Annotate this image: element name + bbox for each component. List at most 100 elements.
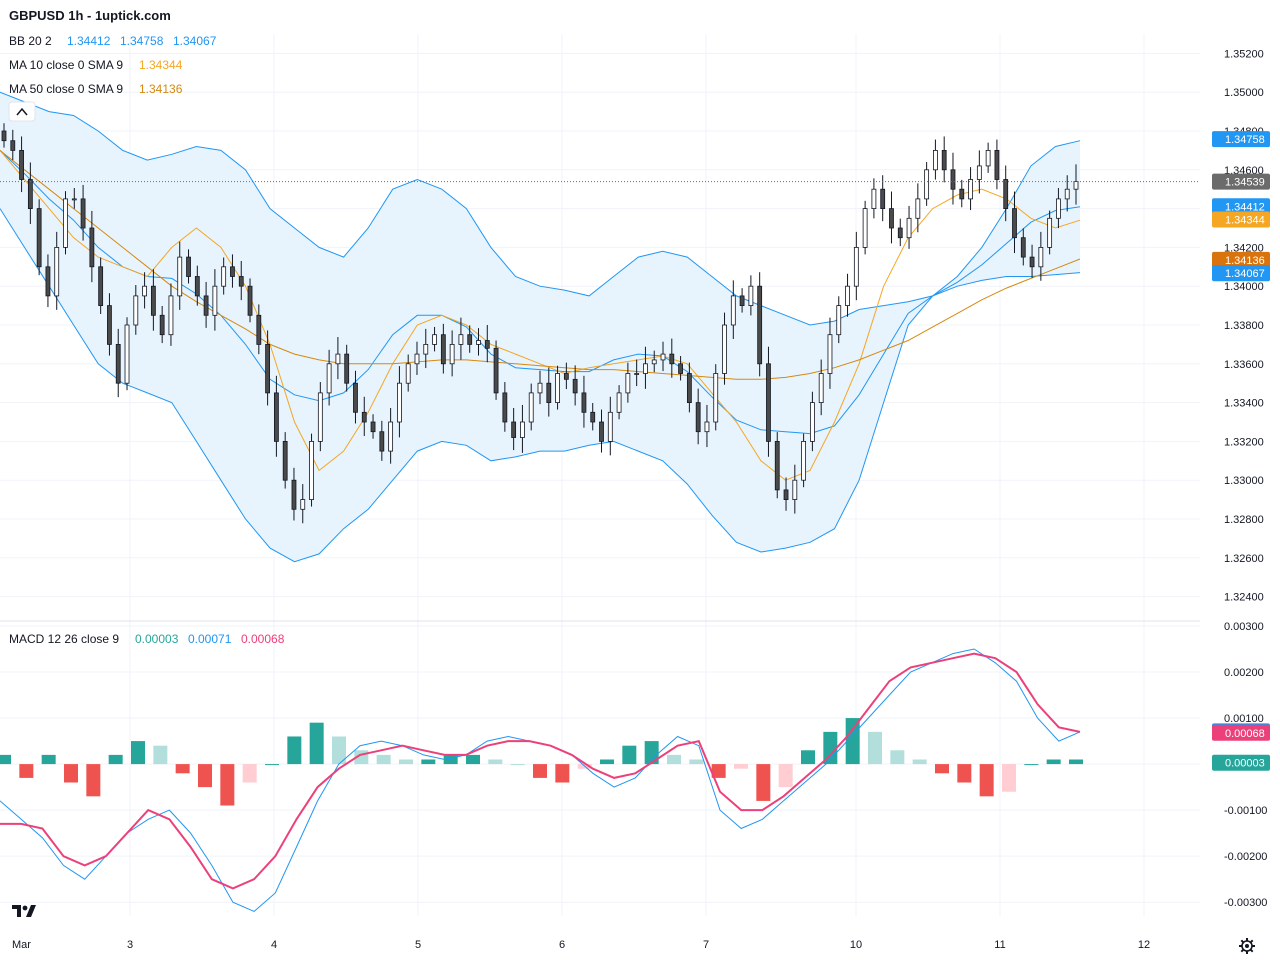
candle-body	[889, 208, 894, 229]
ma10-badge	[1212, 211, 1270, 228]
candle-body	[440, 334, 446, 365]
candle-body	[273, 392, 279, 442]
bb-legend[interactable]: BB 20 2 1.34412 1.34758 1.34067	[9, 34, 217, 48]
candle-body	[54, 246, 60, 297]
macd-histogram-bar	[756, 764, 771, 801]
candle-body	[581, 392, 587, 413]
macd-histogram-bar	[868, 731, 882, 765]
candle-body	[809, 402, 815, 442]
settings-gear-icon[interactable]	[1239, 938, 1255, 954]
macd-histogram-bar	[778, 764, 793, 788]
macd-axis: 0.003000.002000.001000.00000-0.00100-0.0…	[1224, 621, 1267, 909]
macd-histogram-bar	[376, 754, 391, 765]
candle-body	[115, 343, 121, 384]
candle-body	[853, 246, 859, 287]
candle-body	[168, 295, 174, 336]
macd-histogram-bar	[801, 750, 815, 765]
candle-body	[651, 359, 657, 365]
macd-pane[interactable]	[0, 648, 1083, 912]
candle-body	[502, 392, 508, 423]
price-pane[interactable]	[0, 91, 1200, 563]
candle-body	[493, 347, 499, 394]
candle-body	[537, 382, 543, 394]
candle-body	[194, 276, 200, 297]
macd-histogram-bar	[533, 764, 547, 778]
price-tick-label: 1.32400	[1224, 592, 1264, 604]
macd-histogram-bar	[153, 745, 168, 765]
candle-body	[10, 140, 16, 151]
candle-body	[599, 421, 604, 442]
candle-body	[722, 324, 727, 374]
price-tick-label: 1.35000	[1224, 87, 1264, 99]
bb-upper-badge-text: 1.34758	[1225, 134, 1265, 146]
candle-body	[476, 340, 481, 345]
macd-histogram-bar	[332, 736, 346, 765]
macd-line-value: 0.00071	[188, 632, 232, 646]
ma10-legend[interactable]: MA 10 close 0 SMA 9 1.34344	[9, 58, 183, 72]
ma50-badge	[1212, 251, 1270, 268]
macd-histogram-bar	[265, 764, 279, 766]
candle-body	[335, 353, 341, 365]
candle-body	[282, 440, 288, 481]
macd-histogram-bar	[979, 764, 994, 797]
bb-upper-line	[0, 91, 1081, 326]
candle-body	[1064, 188, 1070, 200]
macd-histogram-bar	[1002, 764, 1016, 792]
candle-body	[528, 392, 534, 423]
candle-body	[871, 188, 877, 209]
macd-histogram-bar	[510, 764, 525, 766]
candle-body	[80, 198, 86, 229]
collapse-legend-button[interactable]	[8, 101, 36, 122]
candle-body	[818, 373, 824, 404]
ma10-badge-text: 1.34344	[1225, 214, 1265, 226]
candle-body	[203, 295, 209, 316]
logo-mark-dot	[22, 905, 28, 911]
macd-histogram-bar	[890, 750, 905, 765]
ma50-legend[interactable]: MA 50 close 0 SMA 9 1.34136	[9, 82, 183, 96]
collapse-legend-box[interactable]	[8, 101, 36, 122]
macd-histogram-bar	[600, 759, 614, 765]
candle-body	[89, 227, 95, 268]
macd-histogram-bar	[667, 754, 681, 765]
time-tick-label: 6	[559, 939, 565, 951]
candle-body	[766, 363, 771, 442]
macd-histogram-bar	[64, 764, 78, 783]
macd-histogram-bar	[1069, 759, 1083, 765]
candle-body	[897, 227, 903, 239]
signal-badge	[1212, 724, 1270, 741]
macd-tick-label: 0.00300	[1224, 621, 1264, 633]
candle-body	[19, 149, 24, 180]
macd-histogram-bar	[711, 764, 726, 778]
time-tick-label: Mar	[12, 939, 31, 951]
candle-body	[1012, 208, 1017, 239]
candle-body	[1003, 179, 1009, 210]
candle-body	[458, 334, 464, 345]
candle-body	[388, 421, 394, 452]
candle-body	[177, 256, 183, 297]
candle-body	[150, 285, 156, 316]
candle-body	[221, 266, 227, 287]
candle-body	[713, 373, 719, 423]
price-tick-label: 1.32600	[1224, 553, 1264, 565]
candle-body	[1029, 256, 1035, 268]
candle-body	[985, 149, 991, 167]
candle-body	[142, 285, 147, 297]
macd-legend[interactable]: MACD 12 26 close 9 0.00003 0.00071 0.000…	[9, 632, 285, 646]
candle-body	[1020, 237, 1026, 258]
macd-histogram-bar	[86, 764, 101, 797]
candle-body	[959, 188, 965, 200]
candle-body	[370, 421, 376, 433]
candle-body	[906, 217, 912, 239]
tradingview-logo[interactable]	[12, 905, 36, 917]
candle-body	[774, 440, 780, 491]
time-tick-label: 11	[994, 939, 1005, 951]
candle-body	[98, 266, 104, 306]
candle-body	[669, 353, 675, 365]
macd-histogram-bar	[644, 741, 659, 765]
candle-body	[159, 314, 165, 336]
price-tick-label: 1.33800	[1224, 320, 1264, 332]
candle-body	[397, 382, 402, 423]
candle-body	[45, 266, 51, 297]
candle-body	[414, 353, 420, 365]
